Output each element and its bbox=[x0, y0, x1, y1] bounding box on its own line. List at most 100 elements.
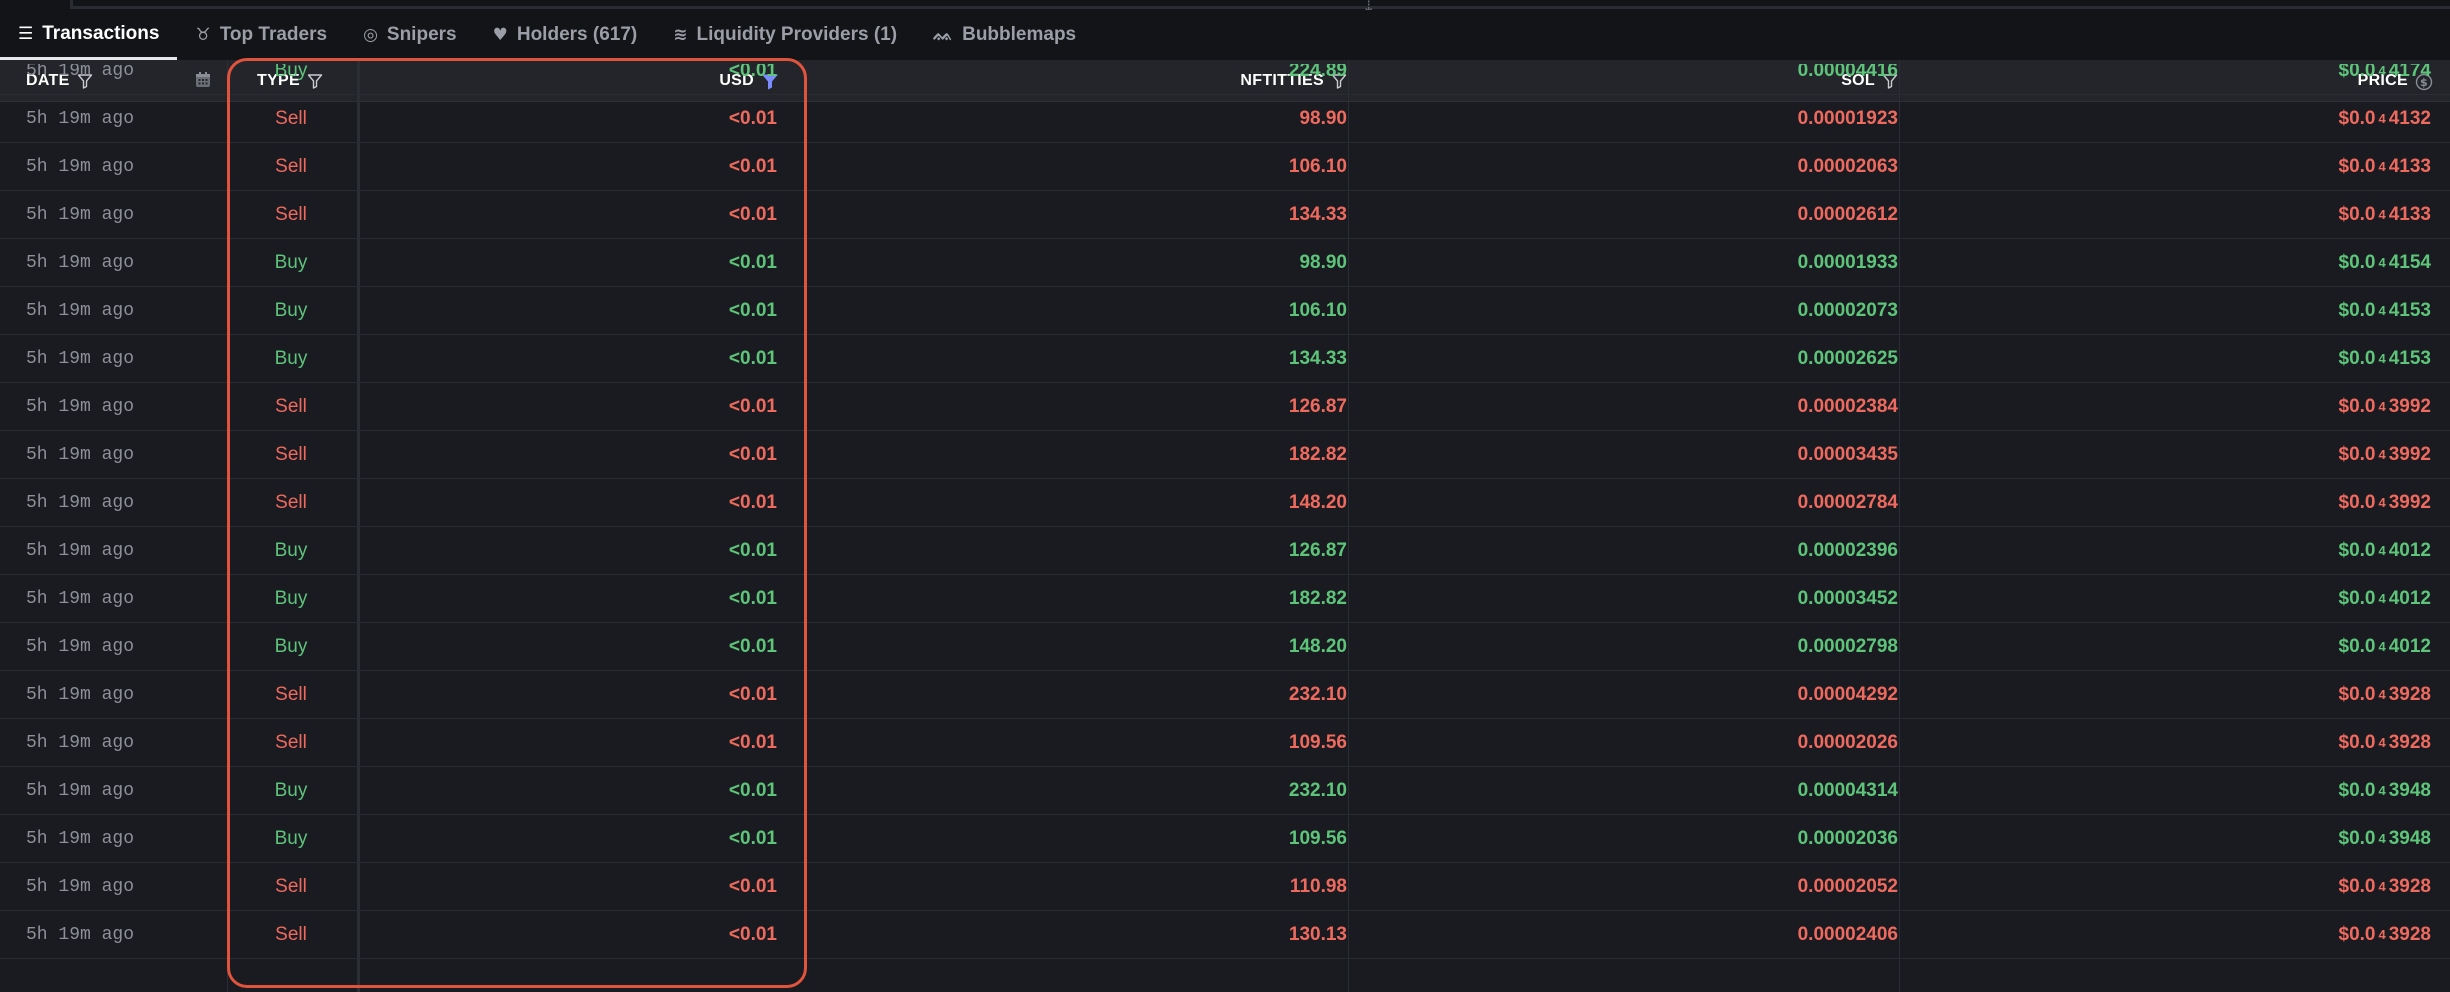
date-cell: 5h 19m ago bbox=[26, 156, 135, 177]
type-cell: Sell bbox=[275, 491, 307, 513]
date-cell: 5h 19m ago bbox=[26, 828, 135, 849]
price-prefix: $0.0 bbox=[2338, 923, 2376, 945]
table-row[interactable]: 5h 19m ago Sell <0.01 106.10 0.00002063 $0.0 4… bbox=[0, 143, 2450, 191]
table-row[interactable]: 5h 19m ago Sell <0.01 232.10 0.00004292 $0.0 4… bbox=[0, 671, 2450, 719]
table-row[interactable]: 5h 19m ago Buy <0.01 98.90 0.00001933 $0.0 4 41… bbox=[0, 239, 2450, 287]
tab-transactions[interactable]: ☰ Transactions bbox=[0, 10, 178, 60]
sol-amount-cell: 0.00002026 bbox=[1797, 731, 1898, 753]
table-row[interactable]: 5h 19m ago Buy <0.01 224.89 0.00004416 $0.0 4 4… bbox=[0, 64, 2450, 95]
date-cell: 5h 19m ago bbox=[26, 396, 135, 417]
column-header-type[interactable]: TYPE bbox=[257, 60, 323, 102]
price-zero-count: 4 bbox=[2378, 207, 2386, 222]
type-cell: Buy bbox=[274, 539, 308, 561]
price-digits: 3992 bbox=[2388, 491, 2431, 513]
filter-active-icon[interactable] bbox=[761, 73, 778, 90]
token-amount-cell: 182.82 bbox=[1288, 443, 1347, 465]
sol-amount-cell: 0.00002612 bbox=[1797, 203, 1898, 225]
table-row[interactable]: 5h 19m ago Buy <0.01 134.33 0.00002625 $0.0 4 4… bbox=[0, 335, 2450, 383]
price-zero-count: 4 bbox=[2378, 927, 2386, 942]
type-cell: Sell bbox=[275, 107, 307, 129]
price-zero-count: 4 bbox=[2378, 831, 2386, 846]
column-header-token[interactable]: NFTITTIES bbox=[1240, 60, 1347, 102]
top-resize-bar[interactable]: ⇣ bbox=[0, 0, 2450, 15]
column-header-date[interactable]: DATE bbox=[26, 60, 93, 102]
tab-label: Top Traders bbox=[219, 24, 328, 45]
price-cell: $0.0 4 4133 bbox=[2339, 191, 2432, 238]
date-cell: 5h 19m ago bbox=[26, 492, 135, 513]
column-header-usd[interactable]: USD bbox=[719, 60, 778, 102]
type-cell: Buy bbox=[274, 251, 308, 273]
tab-label: Transactions bbox=[42, 22, 160, 44]
filter-icon[interactable] bbox=[77, 73, 93, 89]
table-row[interactable]: 5h 19m ago Buy <0.01 148.20 0.00002798 $0.0 4 4… bbox=[0, 623, 2450, 671]
price-zero-count: 4 bbox=[2378, 495, 2386, 510]
type-cell: Sell bbox=[275, 731, 307, 753]
usd-cell: <0.01 bbox=[728, 299, 777, 321]
price-prefix: $0.0 bbox=[2338, 347, 2376, 369]
date-cell: 5h 19m ago bbox=[26, 924, 135, 945]
date-cell: 5h 19m ago bbox=[26, 732, 135, 753]
price-prefix: $0.0 bbox=[2338, 587, 2376, 609]
table-row[interactable]: 5h 19m ago Buy <0.01 126.87 0.00002396 $0.0 4 4… bbox=[0, 527, 2450, 575]
usd-cell: <0.01 bbox=[728, 395, 777, 417]
table-row[interactable]: 5h 19m ago Sell <0.01 148.20 0.00002784 $0.0 4… bbox=[0, 479, 2450, 527]
date-cell: 5h 19m ago bbox=[26, 444, 135, 465]
calendar-icon[interactable] bbox=[194, 71, 212, 89]
filter-icon[interactable] bbox=[307, 73, 323, 89]
table-row[interactable]: 5h 19m ago Buy <0.01 109.56 0.00002036 $0.0 4 3… bbox=[0, 815, 2450, 863]
table-row[interactable]: 5h 19m ago Buy <0.01 182.82 0.00003452 $0.0 4 4… bbox=[0, 575, 2450, 623]
price-digits: 3928 bbox=[2388, 875, 2431, 897]
table-row[interactable]: 5h 19m ago Buy <0.01 106.10 0.00002073 $0.0 4 4… bbox=[0, 287, 2450, 335]
table-row[interactable]: 5h 19m ago Sell <0.01 182.82 0.00003435 $0.0 4… bbox=[0, 431, 2450, 479]
svg-text:$: $ bbox=[2420, 76, 2428, 89]
usd-cell: <0.01 bbox=[728, 155, 777, 177]
price-cell: $0.0 4 3992 bbox=[2339, 479, 2432, 526]
table-row[interactable]: 5h 19m ago Sell <0.01 109.56 0.00002026 $0.0 4… bbox=[0, 719, 2450, 767]
tab-bubblemaps[interactable]: ᨐ Bubblemaps bbox=[915, 10, 1094, 60]
price-cell: $0.0 4 4012 bbox=[2339, 575, 2432, 622]
price-prefix: $0.0 bbox=[2338, 395, 2376, 417]
price-prefix: $0.0 bbox=[2338, 683, 2376, 705]
table-row[interactable]: 5h 19m ago Sell <0.01 98.90 0.00001923 $0.0 4 4… bbox=[0, 95, 2450, 143]
table-row[interactable]: 5h 19m ago Sell <0.01 110.98 0.00002052 $0.0 4… bbox=[0, 863, 2450, 911]
filter-icon[interactable] bbox=[1882, 73, 1898, 89]
column-header-label: PRICE bbox=[2357, 72, 2408, 89]
usd-cell: <0.01 bbox=[728, 779, 777, 801]
price-zero-count: 4 bbox=[2378, 111, 2386, 126]
price-prefix: $0.0 bbox=[2338, 731, 2376, 753]
column-header-sol[interactable]: SOL bbox=[1841, 60, 1898, 102]
table-row[interactable]: 5h 19m ago Sell <0.01 134.33 0.00002612 $0.0 4… bbox=[0, 191, 2450, 239]
sol-amount-cell: 0.00002063 bbox=[1797, 155, 1898, 177]
usd-cell: <0.01 bbox=[728, 203, 777, 225]
date-cell: 5h 19m ago bbox=[26, 780, 135, 801]
column-header-label: USD bbox=[719, 72, 754, 89]
usd-cell: <0.01 bbox=[728, 443, 777, 465]
token-amount-cell: 148.20 bbox=[1288, 635, 1347, 657]
tab-snipers[interactable]: ◎ Snipers bbox=[345, 10, 475, 60]
price-digits: 3948 bbox=[2388, 779, 2431, 801]
price-digits: 4153 bbox=[2388, 299, 2431, 321]
tab-liquidity[interactable]: ≋ Liquidity Providers (1) bbox=[655, 10, 915, 60]
usd-cell: <0.01 bbox=[728, 587, 777, 609]
tab-holders[interactable]: ♥ Holders (617) bbox=[475, 10, 656, 60]
price-prefix: $0.0 bbox=[2338, 779, 2376, 801]
table-row[interactable]: 5h 19m ago Buy <0.01 232.10 0.00004314 $0.0 4 3… bbox=[0, 767, 2450, 815]
column-header-label: DATE bbox=[26, 72, 70, 89]
price-digits: 3992 bbox=[2388, 443, 2431, 465]
table-row[interactable]: 5h 19m ago Sell <0.01 130.13 0.00002406 $0.0 4… bbox=[0, 911, 2450, 959]
tab-top[interactable]: ♉ Top Traders bbox=[177, 10, 345, 60]
type-cell: Buy bbox=[274, 827, 308, 849]
currency-toggle-icon[interactable]: $ bbox=[2415, 73, 2433, 91]
date-cell: 5h 19m ago bbox=[26, 108, 135, 129]
type-cell: Sell bbox=[275, 875, 307, 897]
table-row[interactable]: 5h 19m ago Sell <0.01 126.87 0.00002384 $0.0 4… bbox=[0, 383, 2450, 431]
column-header-price[interactable]: PRICE $ bbox=[2357, 60, 2433, 102]
type-cell: Sell bbox=[275, 683, 307, 705]
usd-cell: <0.01 bbox=[728, 683, 777, 705]
type-cell: Sell bbox=[275, 443, 307, 465]
tab-bar: ☰ Transactions ♉ Top Traders ◎ Snipers ♥ Holder… bbox=[0, 10, 2450, 60]
date-cell: 5h 19m ago bbox=[26, 64, 135, 81]
filter-icon[interactable] bbox=[1331, 73, 1347, 89]
token-amount-cell: 109.56 bbox=[1288, 827, 1347, 849]
target-icon: ◎ bbox=[363, 25, 378, 45]
